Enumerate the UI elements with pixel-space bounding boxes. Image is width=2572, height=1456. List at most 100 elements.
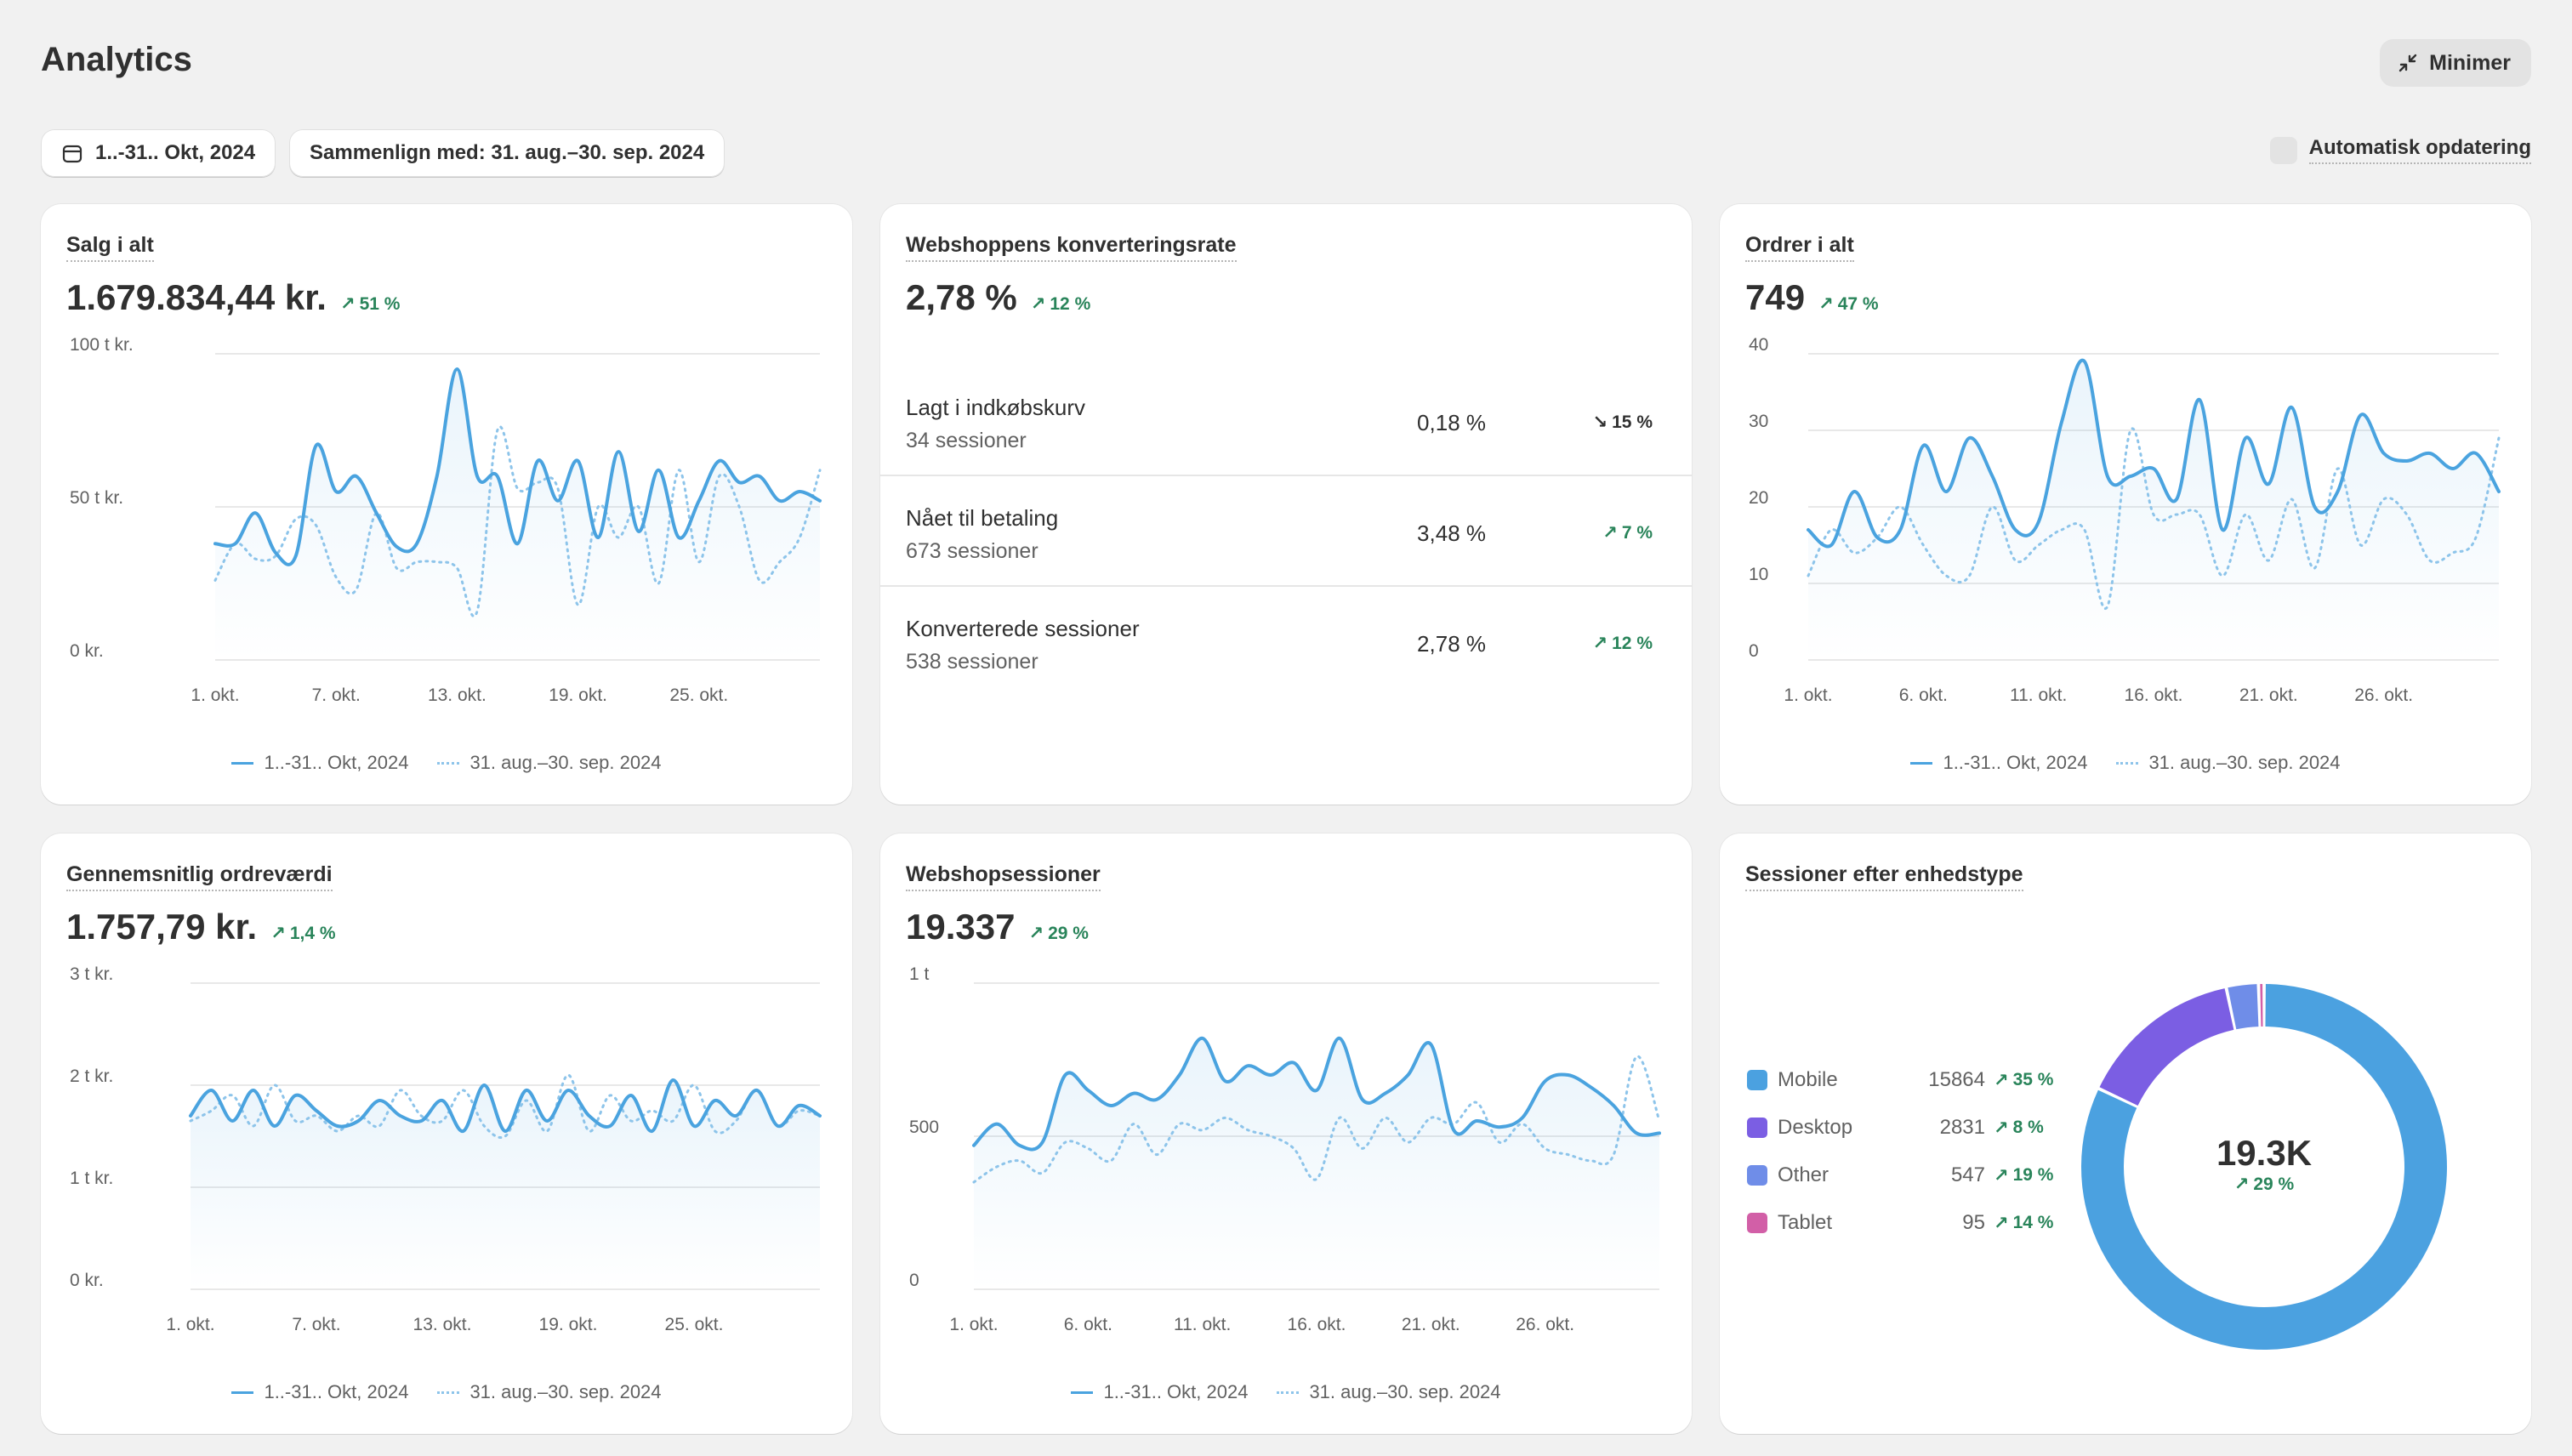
funnel-delta: ↗ 12 % xyxy=(1593,633,1653,654)
minimize-label: Minimer xyxy=(2429,50,2511,75)
other-swatch xyxy=(1747,1165,1767,1186)
sessions-title[interactable]: Webshopsessioner xyxy=(906,862,1101,891)
funnel-row-cart[interactable]: Lagt i indkøbskurv 34 sessioner 0,18 % ↘… xyxy=(880,366,1692,476)
orders-delta-text: 47 % xyxy=(1837,293,1879,314)
sales-value: 1.679.834,44 kr. xyxy=(66,277,327,317)
calendar-icon xyxy=(62,145,83,163)
arrow-up-icon: ↗ xyxy=(2233,1174,2250,1194)
funnel-row-converted[interactable]: Konverterede sessioner 538 sessioner 2,7… xyxy=(880,587,1692,697)
conversion-title[interactable]: Webshoppens konverteringsrate xyxy=(906,233,1237,262)
y-tick-label: 0 kr. xyxy=(70,641,104,661)
legend-current[interactable]: 1..-31.. Okt, 2024 xyxy=(1910,752,2087,774)
x-tick-label: 25. okt. xyxy=(669,685,728,705)
x-tick-label: 1. okt. xyxy=(191,685,239,705)
x-tick-label: 7. okt. xyxy=(292,1315,340,1334)
orders-chart[interactable]: 40 30 20 10 0 1. okt. 6. okt. 11. okt. 16. okt. 2… xyxy=(1720,204,2531,805)
funnel-delta: ↗ 7 % xyxy=(1602,522,1653,543)
x-tick-label: 16. okt. xyxy=(2125,685,2183,705)
orders-title[interactable]: Ordrer i alt xyxy=(1745,233,1854,262)
arrow-up-icon: ↗ xyxy=(1602,523,1618,543)
series-line-previous[interactable] xyxy=(972,1055,1661,1184)
series-line-previous[interactable] xyxy=(213,425,822,618)
sales-chart[interactable]: 100 t kr. 50 t kr. 0 kr. 1. okt. 7. okt. 13. … xyxy=(41,204,852,805)
legend-current[interactable]: 1..-31.. Okt, 2024 xyxy=(1071,1381,1248,1403)
sessions-card[interactable]: Webshopsessioner 19.337 ↗ 29 % 1 t 500 0 1. … xyxy=(880,833,1692,1434)
donut-delta-text: 29 % xyxy=(2253,1174,2295,1194)
legend-current-label: 1..-31.. Okt, 2024 xyxy=(1943,752,2088,773)
legend-previous[interactable]: 31. aug.–30. sep. 2024 xyxy=(1277,1381,1501,1403)
x-tick-label: 7. okt. xyxy=(312,685,361,705)
donut-slice-other[interactable] xyxy=(2228,984,2259,1030)
series-line-current[interactable] xyxy=(972,1036,1661,1152)
tablet-swatch xyxy=(1747,1213,1767,1233)
y-tick-label: 1 t kr. xyxy=(70,1169,113,1188)
aov-value: 1.757,79 kr. xyxy=(66,907,258,947)
legend-previous-label: 31. aug.–30. sep. 2024 xyxy=(469,1381,662,1402)
y-tick-label: 0 xyxy=(1749,641,1759,661)
devices-title[interactable]: Sessioner efter enhedstype xyxy=(1745,862,2023,891)
date-range-label: 1..-31.. Okt, 2024 xyxy=(95,141,256,164)
device-delta: ↗ 8 % xyxy=(1994,1118,2044,1139)
device-delta: ↗ 19 % xyxy=(1994,1165,2053,1186)
desktop-swatch xyxy=(1747,1118,1767,1138)
x-tick-label: 19. okt. xyxy=(549,685,607,705)
arrow-up-icon: ↗ xyxy=(1030,294,1046,314)
aov-chart[interactable]: 3 t kr. 2 t kr. 1 t kr. 0 kr. 1. okt. 7. okt.… xyxy=(41,833,852,1434)
series-line-previous[interactable] xyxy=(189,1073,822,1139)
device-name: Tablet xyxy=(1778,1211,1833,1234)
series-area-fill xyxy=(974,1038,1659,1289)
donut-slice-tablet[interactable] xyxy=(2260,984,2263,1027)
device-row-tablet[interactable]: Tablet 95 ↗ 14 % xyxy=(1747,1199,2053,1247)
sessions-delta-text: 29 % xyxy=(1048,923,1089,943)
arrow-up-icon: ↗ xyxy=(1818,294,1834,314)
x-tick-label: 6. okt. xyxy=(1899,685,1948,705)
arrow-up-icon: ↗ xyxy=(1592,634,1608,653)
sales-title[interactable]: Salg i alt xyxy=(66,233,154,262)
device-row-other[interactable]: Other 547 ↗ 19 % xyxy=(1747,1152,2053,1199)
x-tick-label: 21. okt. xyxy=(2239,685,2298,705)
legend-current[interactable]: 1..-31.. Okt, 2024 xyxy=(231,1381,408,1403)
legend-current[interactable]: 1..-31.. Okt, 2024 xyxy=(231,752,408,774)
sessions-chart[interactable]: 1 t 500 0 1. okt. 6. okt. 11. okt. 16. okt. 21.… xyxy=(880,833,1692,1434)
legend-previous[interactable]: 31. aug.–30. sep. 2024 xyxy=(437,752,662,774)
aov-delta: ↗ 1,4 % xyxy=(270,923,335,944)
legend-previous[interactable]: 31. aug.–30. sep. 2024 xyxy=(437,1381,662,1403)
device-donut-chart[interactable] xyxy=(1720,833,2531,1434)
legend-previous[interactable]: 31. aug.–30. sep. 2024 xyxy=(2116,752,2341,774)
device-row-desktop[interactable]: Desktop 2831 ↗ 8 % xyxy=(1747,1104,2053,1152)
device-row-mobile[interactable]: Mobile 15864 ↗ 35 % xyxy=(1747,1056,2053,1104)
funnel-row-checkout[interactable]: Nået til betaling 673 sessioner 3,48 % ↗… xyxy=(880,476,1692,587)
donut-slice-desktop[interactable] xyxy=(2099,988,2234,1106)
compare-picker[interactable]: Sammenlign med: 31. aug.–30. sep. 2024 xyxy=(289,129,726,177)
legend-previous-label: 31. aug.–30. sep. 2024 xyxy=(2148,752,2341,773)
x-tick-label: 16. okt. xyxy=(1288,1315,1346,1334)
series-line-current[interactable] xyxy=(1807,358,2501,549)
sales-card[interactable]: Salg i alt 1.679.834,44 kr. ↗ 51 % 100 t … xyxy=(41,204,852,805)
minimize-button[interactable]: Minimer xyxy=(2380,39,2531,87)
series-line-current[interactable] xyxy=(189,1078,822,1133)
aov-card[interactable]: Gennemsnitlig ordreværdi 1.757,79 kr. ↗ 1… xyxy=(41,833,852,1434)
y-tick-label: 100 t kr. xyxy=(70,335,134,355)
auto-refresh-toggle[interactable]: Automatisk opdatering xyxy=(2269,136,2531,164)
conversion-card[interactable]: Webshoppens konverteringsrate 2,78 % ↗ 12… xyxy=(880,204,1692,805)
y-tick-label: 50 t kr. xyxy=(70,488,123,508)
date-range-picker[interactable]: 1..-31.. Okt, 2024 xyxy=(41,129,276,177)
funnel-delta-text: 12 % xyxy=(1612,633,1653,653)
device-delta-text: 8 % xyxy=(2012,1118,2044,1137)
series-line-previous[interactable] xyxy=(1807,427,2501,611)
y-tick-label: 20 xyxy=(1749,488,1768,508)
aov-legend: 1..-31.. Okt, 2024 31. aug.–30. sep. 202… xyxy=(41,1381,852,1403)
solid-line-swatch xyxy=(231,1391,254,1394)
funnel-delta-text: 7 % xyxy=(1621,522,1653,543)
minimize-icon xyxy=(2398,54,2417,72)
aov-title[interactable]: Gennemsnitlig ordreværdi xyxy=(66,862,333,891)
orders-card[interactable]: Ordrer i alt 749 ↗ 47 % 40 30 20 10 0 1. okt. 6… xyxy=(1720,204,2531,805)
device-name: Other xyxy=(1778,1163,1829,1186)
x-tick-label: 1. okt. xyxy=(166,1315,214,1334)
series-line-current[interactable] xyxy=(213,367,822,566)
auto-refresh-checkbox[interactable] xyxy=(2269,136,2297,164)
sessions-value: 19.337 xyxy=(906,907,1016,947)
devices-card[interactable]: Sessioner efter enhedstype Mobile 15864 … xyxy=(1720,833,2531,1434)
x-tick-label: 13. okt. xyxy=(413,1315,472,1334)
solid-line-swatch xyxy=(1910,761,1933,765)
